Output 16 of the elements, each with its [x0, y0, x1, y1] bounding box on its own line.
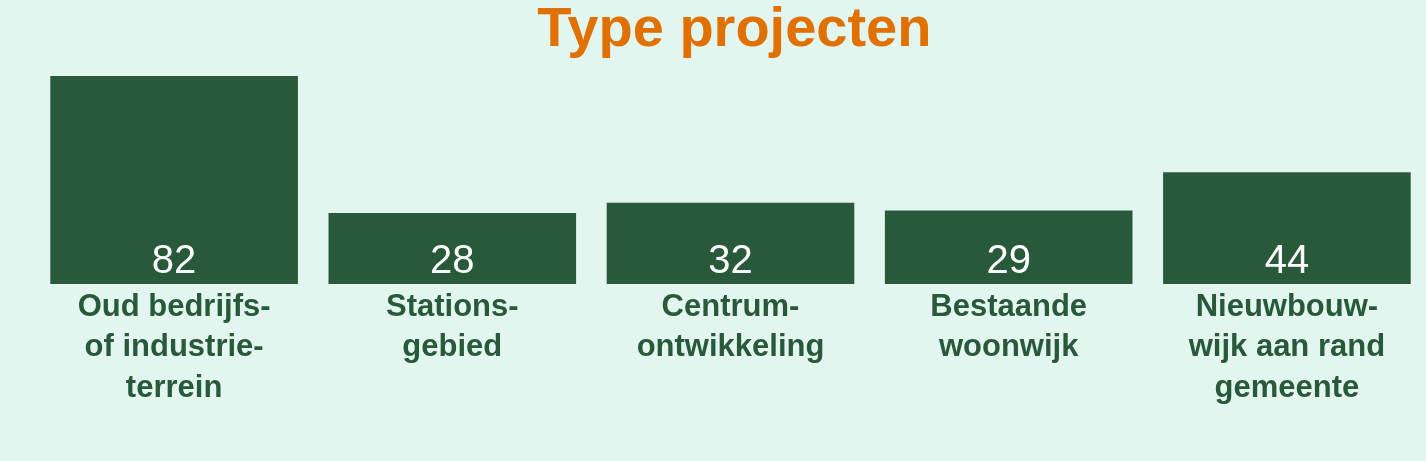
bar	[328, 212, 577, 284]
data-label: 29	[986, 237, 1031, 281]
bar	[884, 210, 1133, 284]
data-label: 28	[430, 237, 475, 281]
chart-title: Type projecten	[537, 0, 932, 59]
x-tick-label: Nieuwbouw- wijk aan rand gemeente	[1187, 288, 1386, 404]
bar	[1163, 172, 1411, 284]
data-label: 44	[1264, 237, 1310, 281]
x-tick-label: Bestaande woonwijk	[930, 288, 1088, 364]
x-tick-label: Oud bedrijfs- of industrie- terrein	[77, 288, 271, 404]
bar	[606, 202, 855, 284]
data-label: 32	[708, 237, 753, 281]
x-tick-label: Centrum- ontwikkeling	[636, 288, 825, 364]
data-label: 82	[151, 237, 197, 281]
bar	[50, 75, 298, 284]
x-tick-label: Stations- gebied	[385, 288, 519, 364]
